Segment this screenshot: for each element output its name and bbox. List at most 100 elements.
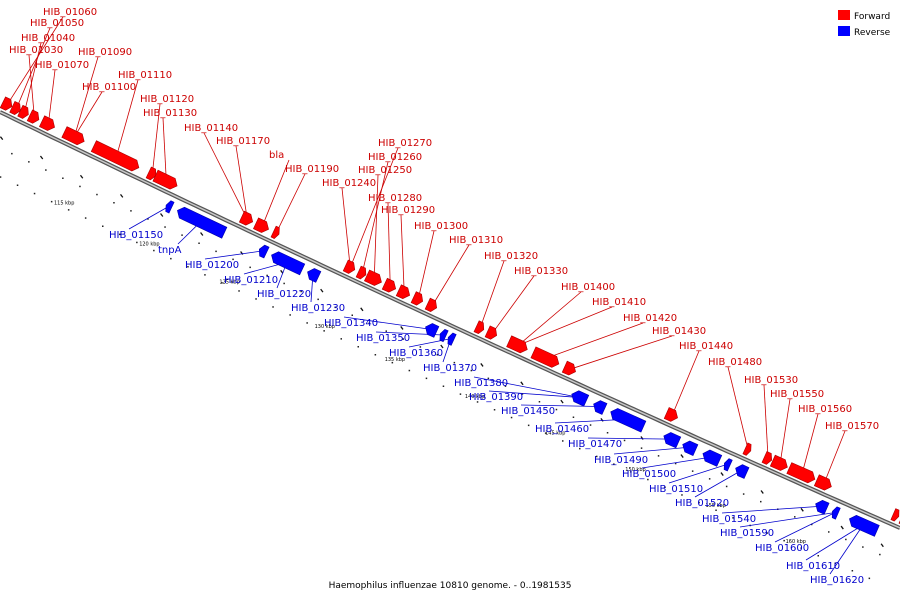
forward-gene-leader <box>151 103 161 175</box>
scale-dash <box>400 326 404 330</box>
reverse-gene-arrow <box>723 458 733 472</box>
scale-dot <box>504 385 507 387</box>
forward-gene-label: HIB_01140 <box>184 123 238 134</box>
scale-dot <box>783 539 785 542</box>
scale-dash <box>160 213 164 217</box>
scale-tick-label: 115 kbp <box>54 201 74 207</box>
scale-dot <box>732 517 734 519</box>
reverse-gene-label: HIB_01230 <box>291 303 345 314</box>
scale-dot <box>374 354 377 356</box>
reverse-gene-arrow <box>177 206 228 239</box>
forward-gene-label: HIB_01420 <box>623 313 677 324</box>
legend-reverse-swatch <box>838 26 850 36</box>
reverse-gene-leader <box>128 206 170 230</box>
scale-dash <box>560 399 564 404</box>
forward-gene-leader <box>763 384 769 459</box>
reverse-gene-arrow <box>682 440 699 456</box>
scale-dot <box>84 217 87 219</box>
forward-gene-label: HIB_01570 <box>825 421 879 432</box>
scale-tick-label: 160 kbp <box>786 539 806 545</box>
forward-gene-leader <box>823 430 846 484</box>
reverse-gene-arrow <box>831 506 841 520</box>
scale-dot <box>402 338 404 340</box>
scale-dot <box>470 369 473 372</box>
forward-gene-label: HIB_01480 <box>708 357 762 368</box>
scale-dot <box>811 523 813 526</box>
scale-dot <box>28 161 30 163</box>
forward-gene-arrow <box>410 291 424 306</box>
scale-dash <box>39 155 44 160</box>
scale-dot <box>232 258 234 261</box>
forward-gene-label: HIB_01440 <box>679 341 733 352</box>
forward-gene-label: HIB_01280 <box>368 193 422 204</box>
reverse-gene-label: HIB_01510 <box>649 484 703 495</box>
scale-dot <box>255 298 257 300</box>
reverse-gene-arrow <box>815 499 830 515</box>
forward-gene-arrow <box>17 104 29 119</box>
legend: Forward Reverse <box>838 10 891 38</box>
scale-dot <box>742 493 745 495</box>
forward-gene-leader <box>373 174 379 279</box>
forward-gene-label: HIB_01030 <box>9 45 63 56</box>
reverse-gene-leader <box>473 376 580 398</box>
forward-gene-arrow <box>145 166 157 181</box>
forward-gene-arrow <box>9 100 21 115</box>
forward-gene-leader <box>801 413 819 474</box>
scale-dot <box>613 463 615 465</box>
scale-dot <box>317 298 319 301</box>
forward-gene-leader <box>203 132 248 220</box>
scale-dot <box>215 250 217 253</box>
scale-dot <box>62 177 64 179</box>
reverse-gene-label: HIB_01150 <box>109 230 163 241</box>
reverse-gene-label: HIB_01470 <box>568 439 622 450</box>
forward-gene-label: HIB_01110 <box>118 70 172 81</box>
reverse-gene-label: HIB_01520 <box>675 498 729 509</box>
scale-dot <box>198 242 200 244</box>
scale-dot <box>204 274 206 276</box>
forward-gene-label: HIB_01270 <box>378 138 432 149</box>
forward-gene-arrow <box>761 451 773 465</box>
scale-dot <box>708 478 711 480</box>
scale-dot <box>596 455 598 458</box>
forward-gene-leader <box>7 16 64 105</box>
scale-dash <box>760 490 764 494</box>
reverse-gene-label: HIB_01500 <box>622 469 676 480</box>
scale-tick-label: 120 kbp <box>139 241 159 247</box>
reverse-gene-leader <box>613 446 690 455</box>
forward-gene-arrow <box>890 508 900 522</box>
scale-dot <box>136 241 138 244</box>
scale-dot <box>453 361 456 364</box>
scale-dot <box>851 570 854 572</box>
scale-dot <box>79 185 81 188</box>
reverse-gene-leader <box>774 512 836 543</box>
scale-dash <box>680 454 684 458</box>
reverse-gene-leader <box>520 404 600 407</box>
genome-caption: Haemophilus influenzae 10810 genome. - 0… <box>329 581 572 591</box>
reverse-gene-arrow <box>663 432 682 449</box>
legend-reverse-label: Reverse <box>854 28 891 38</box>
forward-gene-arrow <box>90 140 140 172</box>
scale-dot <box>96 193 98 196</box>
forward-gene-arrow <box>381 277 397 293</box>
reverse-gene-leader <box>739 512 836 528</box>
forward-gene-arrow <box>473 320 485 335</box>
scale-dot <box>691 470 694 472</box>
reverse-gene-label: tnpA <box>158 245 182 256</box>
scale-dash <box>720 472 724 476</box>
reverse-gene-label: HIB_01360 <box>389 348 443 359</box>
scale-dot <box>527 424 530 427</box>
scale-dot <box>681 494 683 496</box>
scale-dot <box>589 424 592 426</box>
reverse-gene-label: HIB_01220 <box>257 289 311 300</box>
scale-dot <box>493 409 496 411</box>
forward-gene-leader <box>431 244 470 306</box>
scale-dot <box>385 330 387 332</box>
forward-gene-label: HIB_01300 <box>414 221 468 232</box>
forward-gene-leader <box>387 202 391 287</box>
scale-dot <box>862 546 864 548</box>
scale-dot <box>249 266 251 269</box>
forward-gene-leader <box>15 27 51 109</box>
forward-gene-leader <box>671 350 700 416</box>
reverse-gene-label: HIB_01340 <box>324 318 378 329</box>
